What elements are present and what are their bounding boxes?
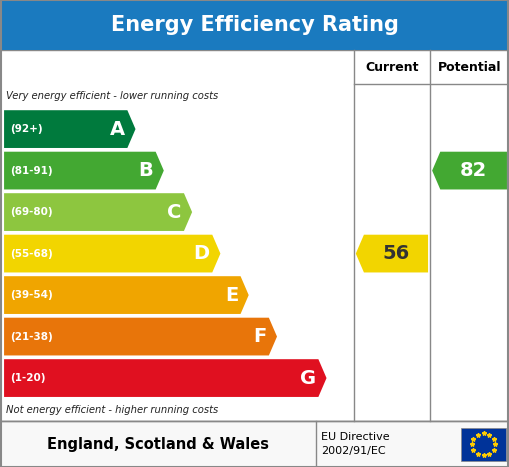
Text: (21-38): (21-38) xyxy=(10,332,53,341)
Text: 56: 56 xyxy=(382,244,410,263)
Polygon shape xyxy=(4,318,277,355)
Polygon shape xyxy=(4,359,326,397)
Bar xyxy=(0,421,509,467)
Text: G: G xyxy=(300,368,316,388)
Polygon shape xyxy=(4,235,220,272)
Text: (1-20): (1-20) xyxy=(10,373,46,383)
Text: (39-54): (39-54) xyxy=(10,290,53,300)
Text: Current: Current xyxy=(365,61,419,74)
Bar xyxy=(0,50,509,421)
Text: F: F xyxy=(253,327,266,346)
Text: D: D xyxy=(193,244,210,263)
Text: (55-68): (55-68) xyxy=(10,248,53,259)
Polygon shape xyxy=(4,152,164,190)
Text: (81-91): (81-91) xyxy=(10,166,53,176)
Bar xyxy=(461,428,506,460)
Polygon shape xyxy=(4,276,249,314)
Text: C: C xyxy=(167,203,181,221)
Text: (69-80): (69-80) xyxy=(10,207,53,217)
Polygon shape xyxy=(356,235,428,272)
Text: Potential: Potential xyxy=(438,61,501,74)
Polygon shape xyxy=(432,152,507,190)
Text: Not energy efficient - higher running costs: Not energy efficient - higher running co… xyxy=(6,405,218,415)
Text: 82: 82 xyxy=(460,161,487,180)
Text: B: B xyxy=(138,161,153,180)
Text: EU Directive
2002/91/EC: EU Directive 2002/91/EC xyxy=(321,432,389,456)
Bar xyxy=(0,0,509,50)
Polygon shape xyxy=(4,193,192,231)
Text: E: E xyxy=(225,286,238,304)
Polygon shape xyxy=(4,110,135,148)
Text: A: A xyxy=(109,120,125,139)
Text: Very energy efficient - lower running costs: Very energy efficient - lower running co… xyxy=(6,91,218,101)
Text: (92+): (92+) xyxy=(10,124,43,134)
Text: Energy Efficiency Rating: Energy Efficiency Rating xyxy=(110,15,399,35)
Text: England, Scotland & Wales: England, Scotland & Wales xyxy=(47,437,269,452)
